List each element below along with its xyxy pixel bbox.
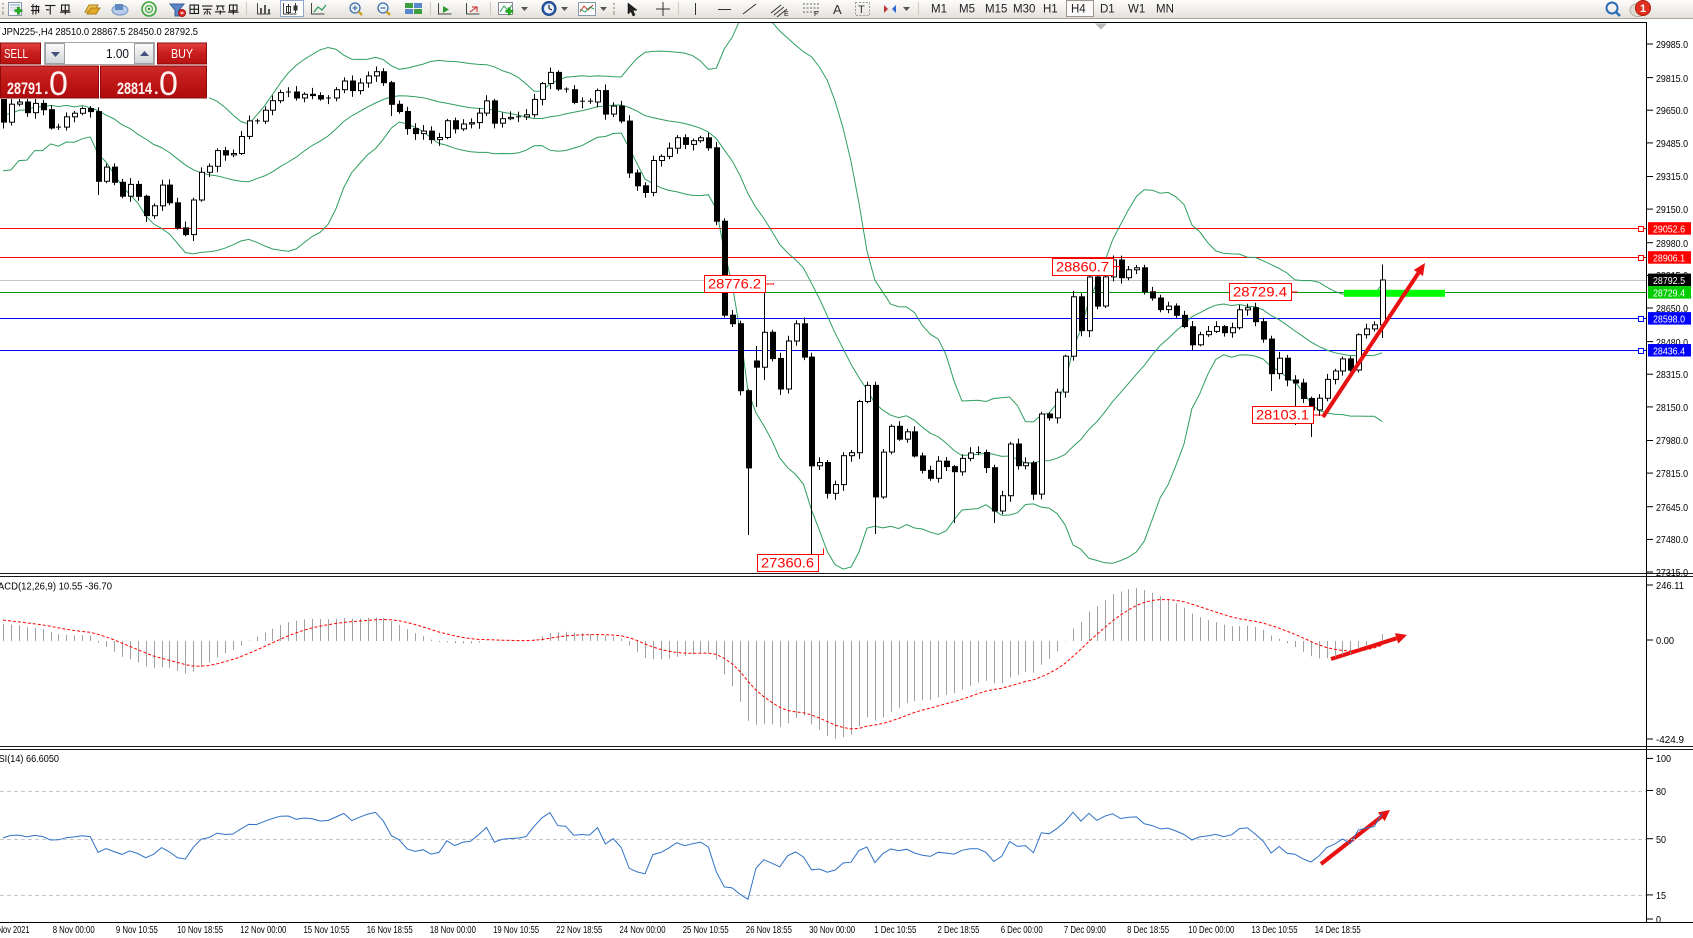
svg-text:13 Dec 10:55: 13 Dec 10:55: [1252, 924, 1298, 936]
svg-text:BUY: BUY: [171, 47, 194, 61]
svg-text:27645.0: 27645.0: [1656, 502, 1688, 514]
svg-text:.: .: [44, 80, 49, 98]
svg-text:A: A: [833, 2, 842, 17]
svg-text:M15: M15: [985, 4, 1007, 16]
svg-text:29485.0: 29485.0: [1656, 138, 1688, 150]
svg-text:0: 0: [49, 65, 68, 103]
svg-text:24 Nov 00:00: 24 Nov 00:00: [620, 924, 666, 936]
svg-text:SELL: SELL: [4, 47, 28, 61]
svg-text:W1: W1: [1128, 4, 1145, 16]
svg-text:18 Nov 00:00: 18 Nov 00:00: [430, 924, 476, 936]
svg-text:10 Dec 00:00: 10 Dec 00:00: [1188, 924, 1234, 936]
svg-text:M1: M1: [931, 4, 947, 16]
svg-text:246.11: 246.11: [1656, 580, 1684, 592]
svg-text:H4: H4: [1071, 4, 1086, 16]
svg-text:28729.4: 28729.4: [1653, 288, 1685, 300]
svg-text:28776.2: 28776.2: [708, 276, 761, 292]
svg-text:100: 100: [1656, 753, 1671, 765]
svg-text:M30: M30: [1013, 4, 1035, 16]
svg-text:29985.0: 29985.0: [1656, 39, 1688, 51]
svg-text:28150.0: 28150.0: [1656, 402, 1688, 414]
svg-text:0: 0: [159, 65, 178, 103]
svg-text:28792.5: 28792.5: [1653, 275, 1685, 287]
svg-text:MACD(12,26,9) 10.55 -36.70: MACD(12,26,9) 10.55 -36.70: [0, 581, 112, 593]
svg-text:29315.0: 29315.0: [1656, 171, 1688, 183]
svg-text:0: 0: [1656, 914, 1661, 926]
svg-text:30 Nov 00:00: 30 Nov 00:00: [809, 924, 855, 936]
svg-text:29150.0: 29150.0: [1656, 204, 1688, 216]
svg-text:28906.1: 28906.1: [1653, 253, 1685, 265]
svg-text:29052.6: 29052.6: [1653, 224, 1685, 236]
svg-text:RSI(14) 66.6050: RSI(14) 66.6050: [0, 753, 59, 765]
svg-text:29650.0: 29650.0: [1656, 105, 1688, 117]
svg-text:22 Nov 18:55: 22 Nov 18:55: [556, 924, 602, 936]
svg-text:D1: D1: [1100, 4, 1115, 16]
svg-text:0.00: 0.00: [1656, 635, 1674, 647]
svg-text:28814: 28814: [117, 80, 153, 98]
svg-text:80: 80: [1656, 786, 1666, 798]
svg-text:8 Nov 00:00: 8 Nov 00:00: [53, 924, 95, 936]
svg-text:28650.0: 28650.0: [1656, 303, 1688, 315]
svg-text:JPN225-,H4 28510.0 28867.5 28: JPN225-,H4 28510.0 28867.5 28450.0 28792…: [2, 26, 198, 38]
svg-text:MN: MN: [1156, 4, 1174, 16]
svg-text:28315.0: 28315.0: [1656, 369, 1688, 381]
svg-text:1.00: 1.00: [106, 46, 129, 61]
svg-text:6 Dec 00:00: 6 Dec 00:00: [1001, 924, 1043, 936]
svg-text:28980.0: 28980.0: [1656, 238, 1688, 250]
svg-text:28103.1: 28103.1: [1256, 407, 1309, 423]
svg-text:28860.7: 28860.7: [1056, 259, 1109, 275]
svg-text:10 Nov 18:55: 10 Nov 18:55: [177, 924, 223, 936]
svg-text:1 Dec 10:55: 1 Dec 10:55: [874, 924, 916, 936]
svg-text:14 Dec 18:55: 14 Dec 18:55: [1315, 924, 1361, 936]
svg-text:50: 50: [1656, 834, 1666, 846]
svg-text:-424.9: -424.9: [1656, 734, 1684, 746]
svg-text:29815.0: 29815.0: [1656, 73, 1688, 85]
svg-text:H1: H1: [1043, 4, 1058, 16]
svg-text:27980.0: 27980.0: [1656, 435, 1688, 447]
svg-text:F: F: [814, 11, 818, 18]
svg-text:15: 15: [1656, 890, 1666, 902]
svg-text:M5: M5: [959, 4, 975, 16]
svg-text:8 Dec 18:55: 8 Dec 18:55: [1127, 924, 1169, 936]
svg-text:7 Dec 09:00: 7 Dec 09:00: [1064, 924, 1106, 936]
svg-text:28729.4: 28729.4: [1233, 284, 1287, 300]
svg-text:27315.0: 27315.0: [1656, 567, 1688, 579]
svg-text:.: .: [154, 80, 159, 98]
svg-text:28436.4: 28436.4: [1653, 345, 1685, 357]
svg-text:12 Nov 00:00: 12 Nov 00:00: [240, 924, 286, 936]
svg-text:27815.0: 27815.0: [1656, 468, 1688, 480]
svg-text:15 Nov 10:55: 15 Nov 10:55: [304, 924, 350, 936]
svg-text:5 Nov 2021: 5 Nov 2021: [0, 924, 30, 936]
svg-text:E: E: [784, 11, 789, 18]
svg-text:27360.6: 27360.6: [761, 555, 814, 571]
svg-text:2 Dec 18:55: 2 Dec 18:55: [938, 924, 980, 936]
svg-text:28791: 28791: [7, 80, 42, 98]
svg-text:19 Nov 10:55: 19 Nov 10:55: [493, 924, 539, 936]
svg-text:1: 1: [1640, 3, 1646, 15]
svg-text:25 Nov 10:55: 25 Nov 10:55: [683, 924, 729, 936]
svg-text:16 Nov 18:55: 16 Nov 18:55: [367, 924, 413, 936]
svg-text:9 Nov 10:55: 9 Nov 10:55: [116, 924, 158, 936]
svg-text:26 Nov 18:55: 26 Nov 18:55: [746, 924, 792, 936]
svg-text:T: T: [858, 4, 865, 16]
svg-text:27480.0: 27480.0: [1656, 534, 1688, 546]
svg-text:28598.0: 28598.0: [1653, 314, 1685, 326]
